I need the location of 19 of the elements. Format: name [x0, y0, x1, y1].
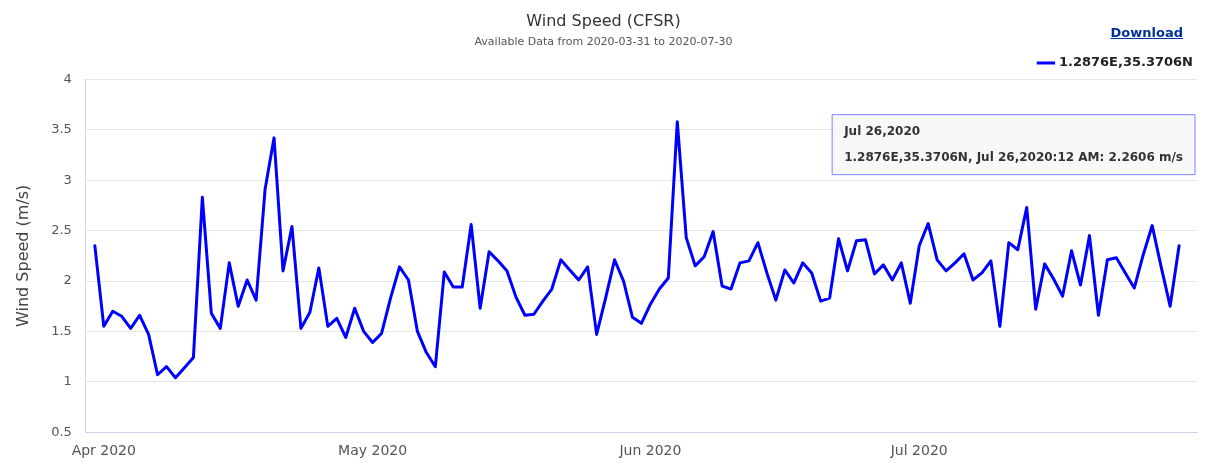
- annotation: 1.2876E,35.3706N, Jul 26,2020:12 AM: 2.2606 m/s: [844, 149, 1184, 164]
- annotation: Jul 26,2020: [843, 123, 921, 138]
- y-tick-label: 3: [63, 171, 72, 187]
- y-tick-label: 3.5: [51, 121, 72, 137]
- y-tick-label: 1.5: [51, 322, 72, 338]
- legend-label: 1.2876E,35.3706N: [1058, 54, 1193, 70]
- x-tick-label: Jun 2020: [618, 442, 682, 459]
- y-tick-label: 4: [63, 70, 72, 86]
- y-tick-label: 2.5: [51, 221, 72, 237]
- x-tick-label: May 2020: [338, 442, 408, 459]
- y-tick-label: 0.5: [51, 423, 72, 439]
- text: Download: [1110, 25, 1183, 40]
- chart-title: Wind Speed (CFSR): [526, 10, 681, 30]
- x-tick-label: Jul 2020: [889, 442, 948, 459]
- x-tick-label: Apr 2020: [71, 442, 136, 459]
- chart-subtitle: Available Data from 2020-03-31 to 2020-07-30: [474, 34, 733, 48]
- y-tick-label: 1: [63, 373, 72, 389]
- y-tick-label: 2: [63, 272, 72, 288]
- y-axis-title: Wind Speed (m/s): [12, 184, 32, 327]
